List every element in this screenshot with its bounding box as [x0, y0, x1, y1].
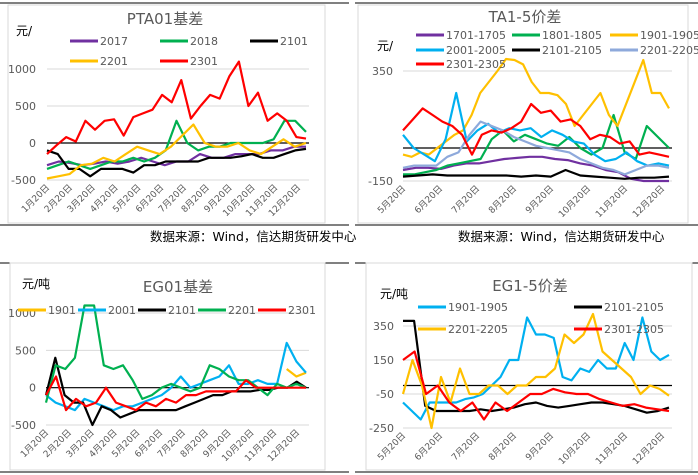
series-line-2101-2105	[402, 168, 670, 180]
series-line-2018	[46, 119, 307, 170]
legend-label: 2101	[280, 35, 308, 48]
y-tick-label: 500	[15, 344, 36, 357]
series-line-1901-1905	[402, 57, 670, 158]
legend-label: 2101-2105	[542, 44, 602, 57]
y-unit-label: 元/吨	[380, 287, 408, 301]
chart-0: -500050010001月20日2月20日3月20日4月20日5月20日6月2…	[7, 4, 326, 224]
source-label-top-left: 数据来源：Wind，信达期货研发中心	[150, 229, 357, 244]
chart-title: PTA01基差	[127, 10, 203, 28]
series-line-1701-1705	[402, 155, 669, 183]
series-line-2201-2205	[401, 312, 670, 430]
legend-label: 1701-1705	[446, 29, 506, 42]
source-label-top-right: 数据来源：Wind，信达期货研发中心	[458, 229, 665, 244]
y-tick-label: -250	[369, 422, 394, 435]
legend-label: 2301	[288, 304, 316, 317]
series-line-2301-2305	[402, 102, 670, 158]
series-line-2301-2305	[402, 350, 670, 421]
series-line-1901-1905	[402, 316, 670, 421]
legend-label: 2001-2005	[446, 44, 506, 57]
y-tick-label: 0	[29, 137, 36, 150]
legend-label: 2018	[190, 35, 218, 48]
y-tick-label: 0	[29, 382, 36, 395]
legend-label: 1801-1805	[542, 29, 602, 42]
chart-title: TA1-5价差	[488, 8, 562, 26]
legend-label: 2301	[190, 55, 218, 68]
legend-label: 2201-2205	[640, 44, 698, 57]
series-line-2201	[46, 123, 307, 180]
series-line-2301	[46, 60, 307, 155]
y-unit-label: 元/吨	[22, 277, 50, 291]
chart-title: EG01基差	[143, 278, 213, 296]
y-tick-label: 500	[15, 100, 36, 113]
legend-label: 1901	[48, 304, 76, 317]
y-tick-label: 1000	[8, 63, 36, 76]
series-line-2201	[44, 304, 307, 403]
series-line-1901	[286, 368, 307, 378]
y-tick-label: -500	[11, 174, 36, 187]
y-unit-label: 元/	[16, 24, 33, 38]
series-line-2101	[46, 147, 307, 178]
legend-label: 2001	[108, 304, 136, 317]
series-line-2001-2005	[402, 91, 670, 167]
y-tick-label: -150	[368, 175, 393, 188]
y-tick-label: 350	[373, 320, 394, 333]
chart-2: -500050010001月20日2月20日3月20日4月20日5月20日6月2…	[8, 262, 326, 471]
chart-frame	[357, 4, 689, 224]
legend-label: 2301-2305	[604, 323, 664, 336]
legend-label: 2201	[228, 304, 256, 317]
legend-label: 2101	[168, 304, 196, 317]
legend-label: 2201	[100, 55, 128, 68]
y-tick-label: -500	[11, 419, 36, 432]
y-unit-label: 元/	[377, 39, 394, 53]
legend-label: 2201-2205	[448, 323, 508, 336]
y-tick-label: 150	[373, 354, 394, 367]
legend-label: 1901-1905	[640, 29, 698, 42]
legend-label: 2017	[100, 35, 128, 48]
series-line-2201-2205	[402, 120, 670, 176]
series-line-2301	[45, 375, 306, 412]
legend-label: 2301-2305	[446, 58, 506, 71]
legend-label: 1901-1905	[448, 301, 508, 314]
y-tick-label: 350	[372, 65, 393, 78]
series-line-2101	[44, 356, 307, 427]
y-tick-label: -50	[376, 388, 394, 401]
chart-title: EG1-5价差	[492, 277, 568, 295]
legend-label: 2101-2105	[604, 301, 664, 314]
chart-frame	[9, 262, 326, 471]
series-line-2001	[45, 341, 307, 412]
